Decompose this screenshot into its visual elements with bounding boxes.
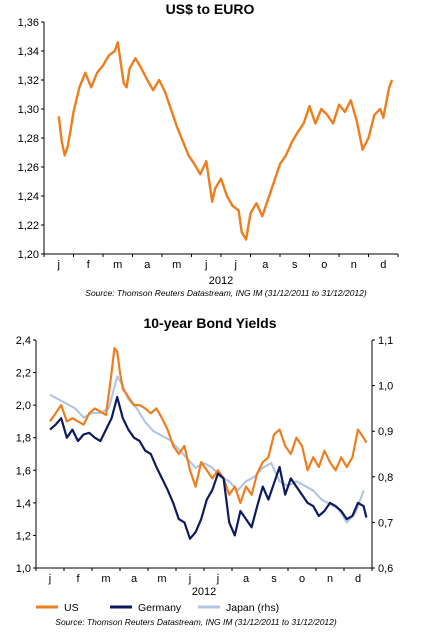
chart1-x-tick-label: j — [204, 259, 207, 271]
chart2-x-tick-label: d — [355, 573, 361, 585]
chart2-y-tick-label-left: 2,0 — [16, 400, 31, 412]
chart1-y-tick-label: 1,26 — [18, 162, 39, 174]
chart2-y-tick-label-right: 1,1 — [378, 335, 393, 347]
chart2-source: Source: Thomson Reuters Datastream, ING … — [55, 617, 337, 627]
chart1-y-tick-label: 1,30 — [18, 104, 39, 116]
chart2-x-tick-label: n — [327, 573, 333, 585]
chart2-y-tick-label-left: 2,2 — [16, 368, 31, 380]
legend-label-germany: Germany — [138, 602, 182, 614]
chart2-y-tick-label-left: 1,4 — [16, 498, 31, 510]
chart1-line-usd-euro — [57, 41, 394, 241]
chart2-x-tick-label: j — [48, 573, 51, 585]
chart2-x-tick-label: s — [271, 573, 277, 585]
chart2-y-tick-label-right: 1,0 — [378, 381, 393, 393]
chart1-y-tick-label: 1,20 — [18, 249, 39, 261]
chart2-y-tick-label-right: 0,9 — [378, 426, 393, 438]
chart2-x-tick-label: m — [157, 573, 166, 585]
legend-label-japan-rhs: Japan (rhs) — [226, 602, 279, 614]
chart2-x-tick-label: m — [101, 573, 110, 585]
chart1-x-tick-label: o — [321, 259, 327, 271]
chart1-x-tick-label: m — [113, 259, 122, 271]
chart1-y-tick-label: 1,22 — [18, 220, 39, 232]
chart1-x-axis-label: 2012 — [209, 275, 233, 287]
chart2-y-tick-label-right: 0,8 — [378, 472, 393, 484]
chart1-y-tick-label: 1,32 — [18, 75, 39, 87]
chart1-x-tick-label: a — [262, 259, 269, 271]
chart1-x-tick-label: f — [87, 259, 91, 271]
chart2-y-tick-label-right: 0,6 — [378, 563, 393, 575]
chart1-x-tick-label: d — [380, 259, 386, 271]
chart1-x-tick-label: j — [234, 259, 237, 271]
chart1-x-tick-label: n — [351, 259, 357, 271]
chart1-y-tick-label: 1,28 — [18, 133, 39, 145]
chart2-x-tick-label: j — [188, 573, 191, 585]
chart1-y-tick-label: 1,24 — [18, 191, 39, 203]
chart2-x-tick-label: a — [243, 573, 250, 585]
chart1-x-tick-label: a — [144, 259, 151, 271]
chart1-y-tick-label: 1,34 — [18, 46, 39, 58]
chart2-x-tick-label: j — [216, 573, 219, 585]
chart1-x-tick-label: j — [57, 259, 60, 271]
chart2-line-germany — [49, 395, 368, 540]
chart2-line-us — [49, 347, 368, 504]
chart2-x-tick-label: a — [131, 573, 138, 585]
chart2-y-tick-label-right: 0,7 — [378, 517, 393, 529]
chart1-x-tick-label: s — [292, 259, 298, 271]
chart2-y-tick-label-left: 1,2 — [16, 530, 31, 542]
chart2-y-tick-label-left: 1,6 — [16, 465, 31, 477]
chart1-x-tick-label: m — [172, 259, 181, 271]
chart2-x-axis-label: 2012 — [192, 586, 216, 598]
chart1-y-tick-label: 1,36 — [18, 17, 39, 29]
chart2-title: 10-year Bond Yields — [143, 315, 276, 331]
chart1-source: Source: Thomson Reuters Datastream, ING … — [85, 288, 367, 298]
chart2-y-tick-label-left: 1,0 — [16, 563, 31, 575]
chart2-x-tick-label: f — [76, 573, 80, 585]
chart1-title: US$ to EURO — [166, 1, 255, 17]
legend-label-us: US — [64, 602, 79, 614]
chart2-y-tick-label-left: 1,8 — [16, 433, 31, 445]
chart2-line-japan-rhs — [49, 375, 365, 524]
chart2-x-tick-label: o — [299, 573, 305, 585]
chart2-y-tick-label-left: 2,4 — [16, 335, 31, 347]
